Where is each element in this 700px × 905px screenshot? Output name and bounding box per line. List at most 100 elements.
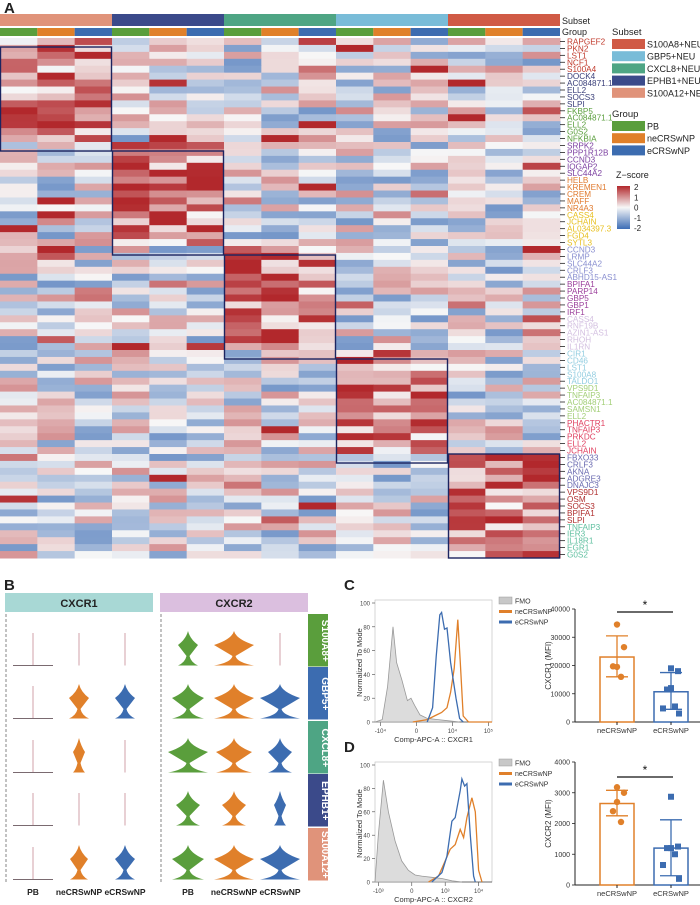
heatmap-cell [410, 426, 449, 434]
heatmap-cell [522, 273, 561, 282]
violin-x-label: PB [182, 887, 194, 897]
heatmap-cell [186, 86, 225, 94]
heatmap-cell [224, 246, 262, 254]
subset-strip [308, 614, 328, 667]
heatmap-cell [149, 488, 188, 497]
gene-label: S100A8 [567, 370, 597, 379]
heatmap-cell [373, 467, 412, 476]
violin-shape [172, 684, 204, 719]
gene-label: PPP1R12B [567, 148, 609, 157]
heatmap-cell [336, 58, 374, 67]
heatmap-cell [261, 474, 300, 483]
bar [599, 802, 635, 886]
heatmap-cell [0, 336, 38, 344]
heatmap-cell [298, 301, 337, 309]
heatmap-cell [37, 114, 76, 122]
heatmap-cell [112, 516, 150, 524]
heatmap-cell [522, 523, 561, 531]
heatmap-cell [336, 350, 374, 358]
heatmap-cell [522, 79, 561, 88]
heatmap-cell [522, 363, 561, 372]
y-tick-label: 100 [360, 764, 371, 770]
legend-swatch [499, 610, 512, 613]
y-tick-label: 80 [363, 625, 370, 631]
data-point [620, 643, 628, 651]
heatmap-cell [410, 481, 449, 490]
heatmap-cell [149, 114, 188, 122]
heatmap-cell [224, 537, 262, 545]
heatmap-cell [112, 38, 150, 46]
heatmap-cell [261, 509, 300, 517]
heatmap-cell [261, 252, 300, 261]
heatmap-cell [74, 294, 113, 302]
heatmap-cell [112, 481, 150, 490]
heatmap-cell [485, 135, 524, 143]
heatmap-cell [298, 433, 337, 441]
heatmap-cell [336, 128, 374, 136]
heatmap-cell [224, 280, 262, 289]
heatmap-cell [336, 412, 374, 420]
heatmap-cell [112, 169, 150, 178]
heatmap-cell [74, 384, 113, 393]
heatmap-cell [261, 72, 300, 81]
heatmap-cell [336, 440, 374, 448]
heatmap-cell [186, 315, 225, 323]
y-tick-label: 20000 [551, 663, 571, 670]
heatmap-cell [112, 294, 150, 302]
heatmap-cell [448, 426, 486, 434]
heatmap-cell [149, 343, 188, 351]
heatmap-cell [373, 287, 412, 296]
heatmap-cell [298, 419, 337, 427]
heatmap-cell [186, 51, 225, 60]
heatmap-cell [37, 377, 76, 386]
heatmap-cell [224, 121, 262, 129]
heatmap-cell [224, 79, 262, 88]
heatmap-cell [485, 280, 524, 289]
data-point [668, 793, 674, 800]
heatmap-cell [336, 315, 374, 323]
x-tick-label: neCRSwNP [597, 889, 637, 898]
legend-group-item: PB [647, 122, 659, 132]
heatmap-cell [0, 544, 38, 552]
heatmap-cell [373, 58, 412, 67]
heatmap-cell [0, 169, 38, 178]
heatmap-cell [224, 58, 262, 67]
heatmap-cell [485, 551, 524, 559]
heatmap-cell [336, 433, 374, 441]
heatmap-cell [149, 266, 188, 275]
heatmap-cell [522, 460, 561, 469]
heatmap-cell [74, 232, 113, 240]
heatmap-cell [74, 551, 113, 559]
heatmap-cell [522, 336, 561, 344]
heatmap-cell [485, 377, 524, 386]
heatmap-cell [298, 460, 337, 469]
heatmap-cell [186, 551, 225, 559]
heatmap-cell [298, 121, 337, 129]
heatmap-cell [0, 495, 38, 504]
heatmap-cell [149, 128, 188, 136]
heatmap-cell [74, 377, 113, 386]
heatmap-cell [373, 350, 412, 358]
y-axis-label: CXCR1 (MFI) [544, 641, 553, 690]
heatmap-cell [224, 523, 262, 531]
heatmap-cell [74, 350, 113, 358]
heatmap-cell [224, 259, 262, 268]
heatmap-cell [373, 280, 412, 289]
heatmap-cell [485, 454, 524, 462]
heatmap-cell [186, 93, 225, 101]
data-point [675, 843, 681, 850]
heatmap-cell [298, 523, 337, 531]
heatmap-cell [149, 363, 188, 372]
legend-label: FMO [515, 599, 531, 606]
heatmap-cell [186, 433, 225, 441]
heatmap-cell [0, 239, 38, 247]
heatmap-cell [298, 107, 337, 115]
heatmap-cell [112, 211, 150, 219]
heatmap-cell [448, 128, 486, 136]
heatmap-cell [149, 495, 188, 504]
heatmap-cell [522, 121, 561, 129]
heatmap-cell [522, 412, 561, 420]
heatmap-cell [224, 412, 262, 420]
heatmap-cell [224, 197, 262, 205]
